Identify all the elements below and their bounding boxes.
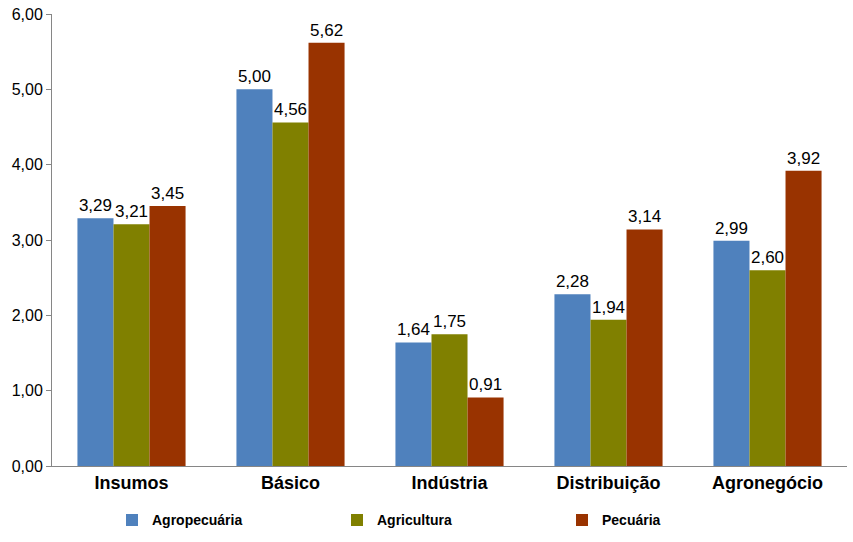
svg-text:2,00: 2,00 — [12, 307, 43, 324]
svg-text:2,99: 2,99 — [715, 219, 748, 238]
svg-text:2,60: 2,60 — [751, 248, 784, 267]
svg-text:5,62: 5,62 — [310, 21, 343, 40]
svg-text:Agricultura: Agricultura — [377, 512, 452, 528]
svg-text:Pecuária: Pecuária — [602, 512, 661, 528]
svg-text:3,21: 3,21 — [115, 202, 148, 221]
svg-text:Agronegócio: Agronegócio — [712, 473, 823, 493]
svg-text:4,56: 4,56 — [274, 100, 307, 119]
svg-text:Distribuição: Distribuição — [556, 473, 660, 493]
svg-text:6,00: 6,00 — [12, 6, 43, 23]
svg-text:0,91: 0,91 — [469, 375, 502, 394]
svg-text:5,00: 5,00 — [12, 81, 43, 98]
svg-text:3,92: 3,92 — [787, 149, 820, 168]
svg-text:Indústria: Indústria — [411, 473, 488, 493]
svg-text:3,00: 3,00 — [12, 232, 43, 249]
svg-text:4,00: 4,00 — [12, 156, 43, 173]
svg-text:5,00: 5,00 — [238, 67, 271, 86]
svg-text:3,29: 3,29 — [79, 196, 112, 215]
svg-text:3,45: 3,45 — [151, 184, 184, 203]
svg-text:1,94: 1,94 — [592, 298, 625, 317]
svg-text:1,00: 1,00 — [12, 382, 43, 399]
svg-text:0,00: 0,00 — [12, 458, 43, 475]
svg-text:1,75: 1,75 — [433, 312, 466, 331]
svg-text:1,64: 1,64 — [397, 320, 430, 339]
svg-text:3,14: 3,14 — [628, 207, 661, 226]
svg-text:Agropecuária: Agropecuária — [152, 512, 242, 528]
svg-text:Insumos: Insumos — [94, 473, 168, 493]
svg-text:Básico: Básico — [261, 473, 320, 493]
svg-text:2,28: 2,28 — [556, 272, 589, 291]
